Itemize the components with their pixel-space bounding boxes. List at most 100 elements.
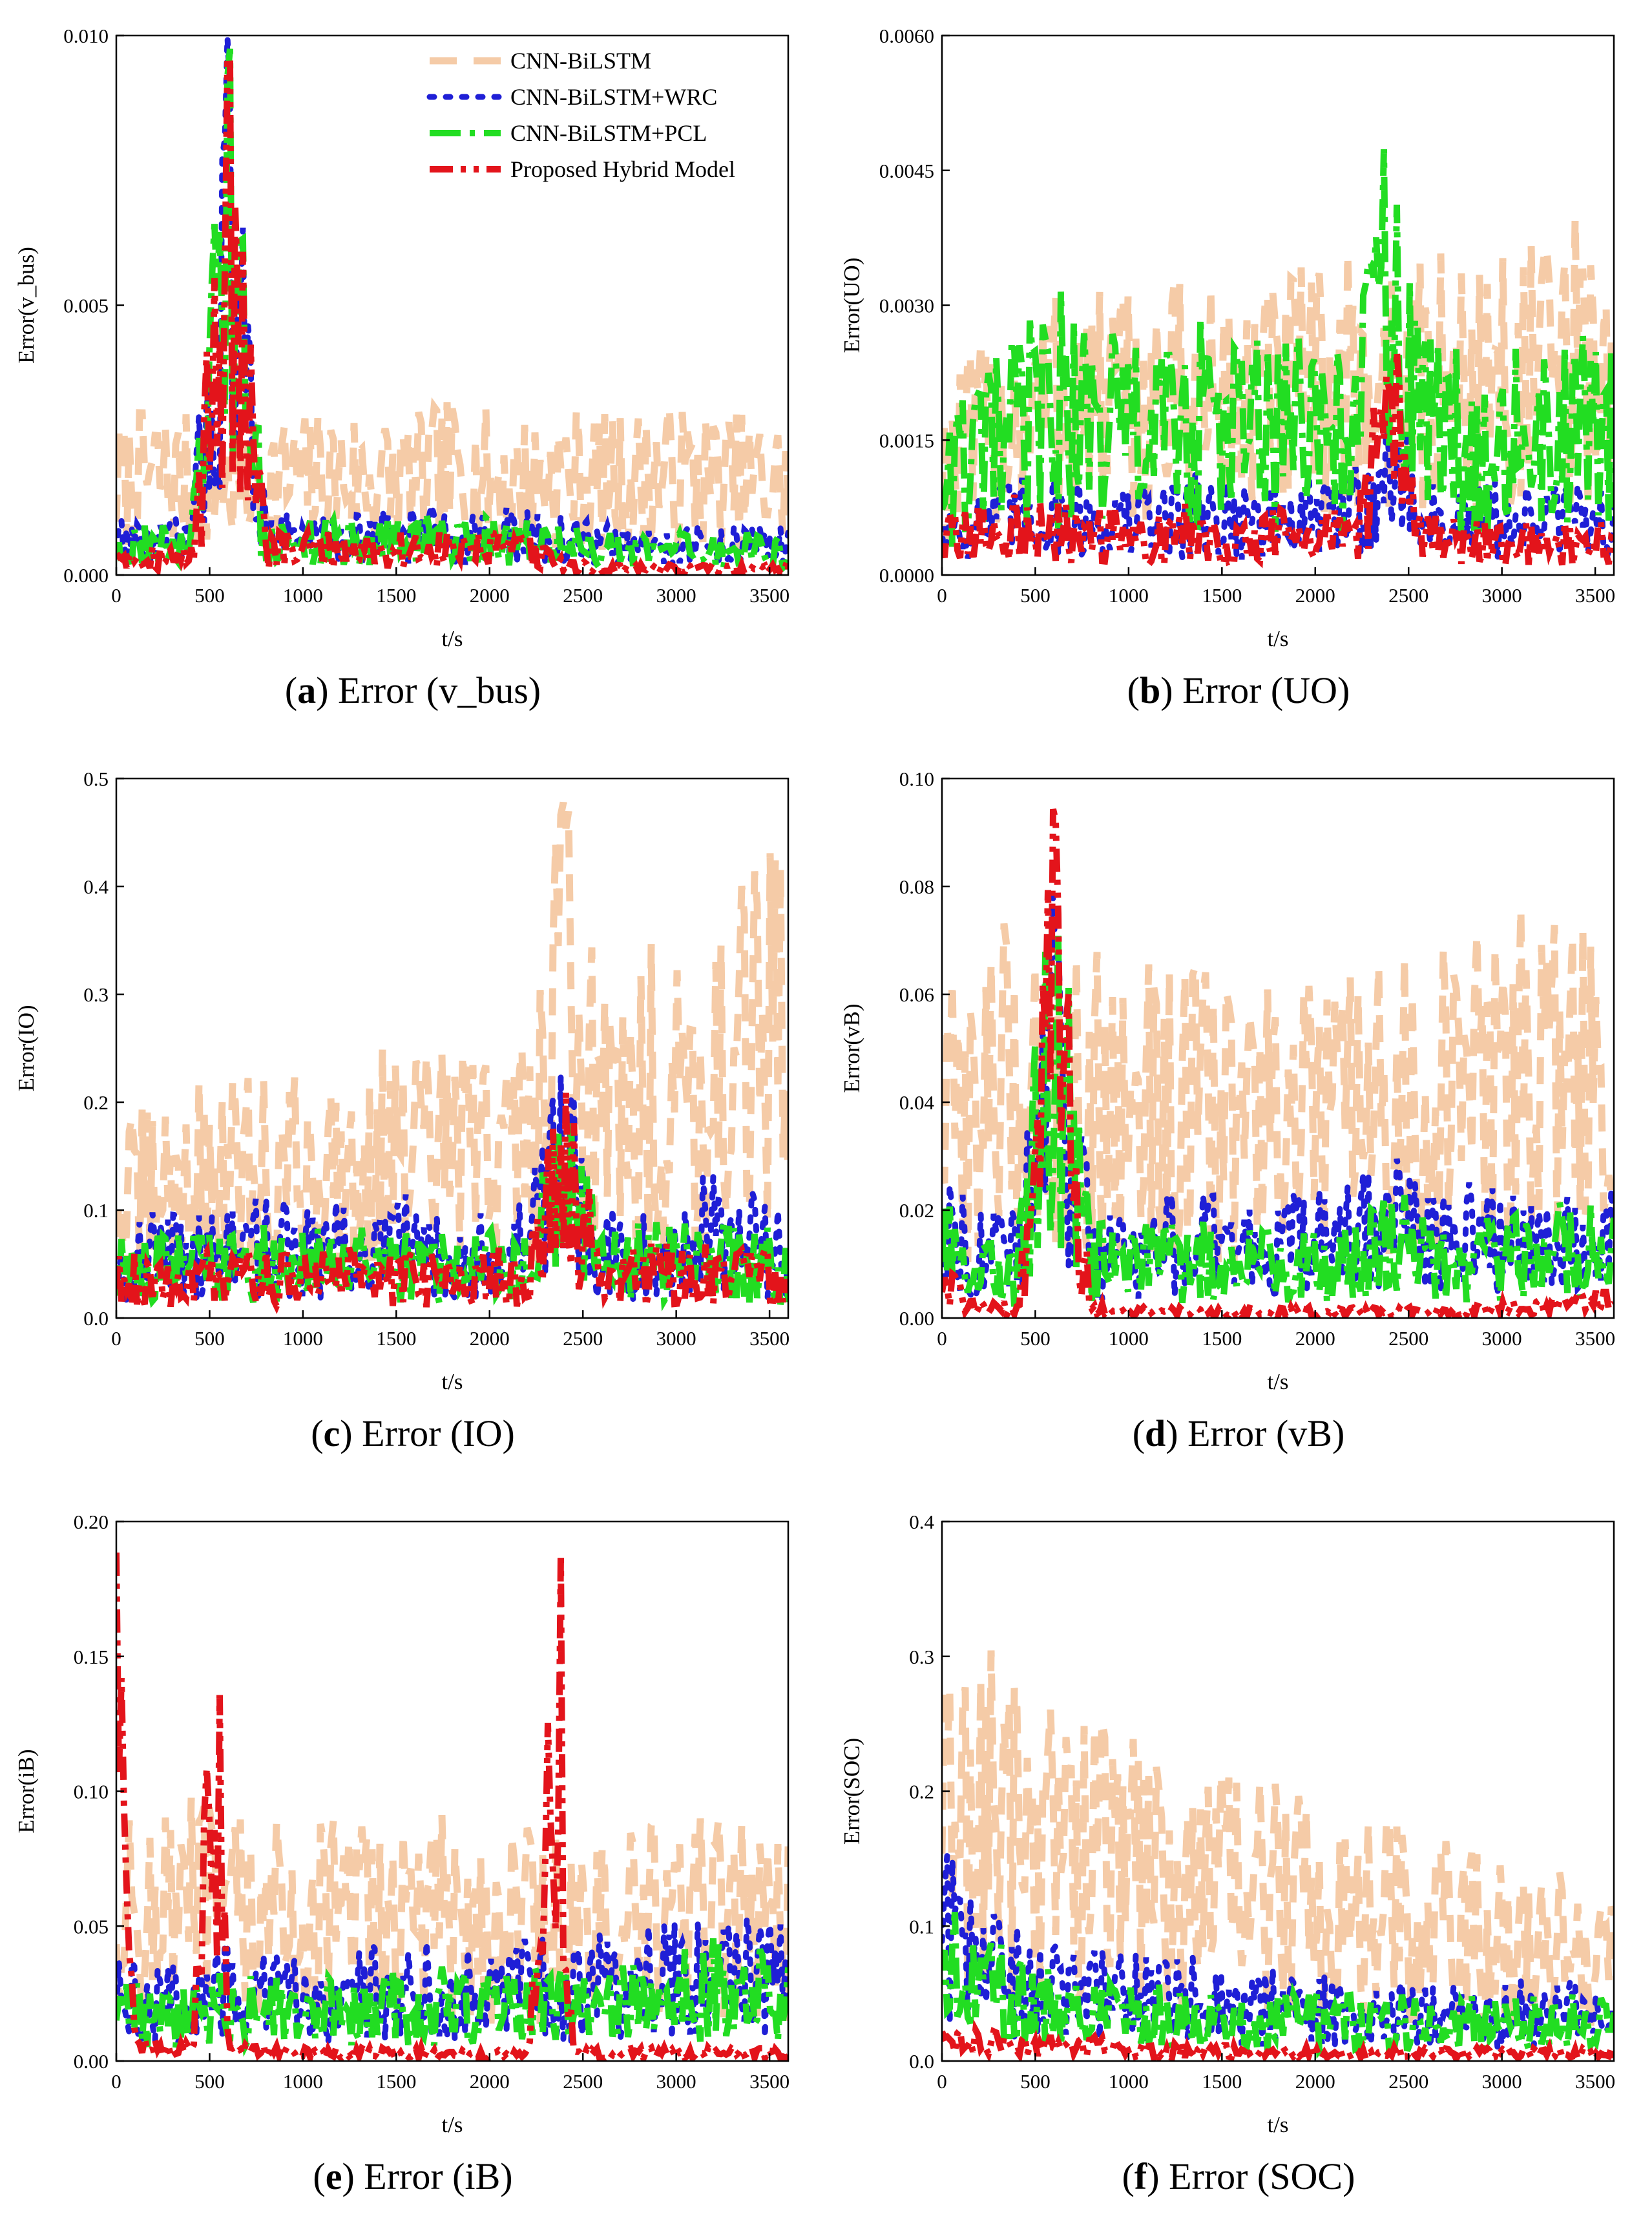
series-line-b-4 (942, 351, 1614, 574)
y-tick-label-d-1: 0.02 (899, 1199, 934, 1222)
x-tick-label-c-6: 3000 (656, 1327, 696, 1350)
y-tick-label-f-2: 0.2 (909, 1781, 934, 1803)
caption-text-f: Error (SOC) (1169, 2155, 1355, 2197)
y-tick-label-e-1: 0.05 (74, 1915, 109, 1938)
x-tick-label-a-6: 3000 (656, 584, 696, 607)
series-line-c-1 (116, 801, 788, 1280)
y-tick-label-d-3: 0.06 (899, 983, 934, 1006)
y-tick-label-c-1: 0.1 (83, 1199, 109, 1222)
series-line-b-3 (942, 149, 1614, 547)
x-tick-label-f-2: 1000 (1109, 2070, 1149, 2093)
legend-a: CNN-BiLSTM CNN-BiLSTM+WRC CNN-BiLSTM+PCL Pr… (423, 40, 785, 193)
chart-panel-c: 0 500 1000 1500 2000 2500 3000 3500 0.0 0.1 0.2 0.3… (0, 743, 826, 1486)
x-tick-label-c-1: 500 (194, 1327, 225, 1350)
y-axis-label-d: Error(vB) (839, 1003, 864, 1093)
y-tick-label-f-1: 0.1 (909, 1915, 934, 1938)
x-tick-label-d-4: 2000 (1295, 1327, 1335, 1350)
x-tick-label-d-5: 2500 (1388, 1327, 1428, 1350)
y-tick-label-a-2: 0.010 (63, 25, 109, 47)
x-tick-label-f-7: 3500 (1575, 2070, 1615, 2093)
x-tick-label-f-0: 0 (937, 2070, 947, 2093)
y-tick-label-e-2: 0.10 (74, 1781, 109, 1803)
chart-panel-d: 0 500 1000 1500 2000 2500 3000 3500 0.00 0.02 0.04… (826, 743, 1651, 1486)
y-tick-label-b-1: 0.0015 (879, 429, 934, 452)
y-tick-label-a-0: 0.000 (63, 564, 109, 587)
y-tick-label-b-4: 0.0060 (879, 25, 934, 47)
x-tick-label-a-2: 1000 (283, 584, 323, 607)
y-tick-label-c-2: 0.2 (83, 1091, 109, 1114)
x-axis-label-f: t/s (1267, 2112, 1288, 2137)
y-axis-label-f: Error(SOC) (839, 1738, 864, 1845)
caption-label-e: e (325, 2155, 342, 2197)
plot-area-e (116, 1552, 788, 2061)
x-tick-label-f-1: 500 (1020, 2070, 1051, 2093)
x-tick-label-e-0: 0 (111, 2070, 121, 2093)
x-tick-label-b-1: 500 (1020, 584, 1051, 607)
x-tick-label-e-4: 2000 (470, 2070, 510, 2093)
x-tick-label-d-3: 1500 (1202, 1327, 1242, 1350)
y-axis-label-a: Error(v_bus) (14, 247, 39, 364)
x-tick-label-b-2: 1000 (1109, 584, 1149, 607)
caption-label-b: b (1139, 669, 1161, 711)
x-tick-label-e-1: 500 (194, 2070, 225, 2093)
legend-entry-a-2: CNN-BiLSTM+PCL (510, 120, 707, 146)
caption-label-f: f (1134, 2155, 1147, 2197)
legend-box-a (423, 40, 785, 193)
y-tick-label-d-5: 0.10 (899, 768, 934, 790)
series-line-f-3 (942, 1912, 1614, 2059)
axes-frame-d (941, 777, 1615, 1319)
chart-panel-b: 0 500 1000 1500 2000 2500 3000 3500 0.0000 0.0015… (826, 0, 1651, 743)
x-tick-label-d-7: 3500 (1575, 1327, 1615, 1350)
y-tick-label-f-3: 0.3 (909, 1646, 934, 1668)
y-axis-label-c: Error(IO) (14, 1005, 39, 1091)
caption-text-b: Error (UO) (1182, 669, 1350, 711)
y-tick-label-e-3: 0.15 (74, 1646, 109, 1668)
caption-e: (e) Error (iB) (313, 2155, 513, 2197)
legend-entry-a-1: CNN-BiLSTM+WRC (510, 84, 717, 110)
x-tick-label-b-5: 2500 (1388, 584, 1428, 607)
y-tick-label-b-2: 0.0030 (879, 295, 934, 317)
x-tick-label-e-2: 1000 (283, 2070, 323, 2093)
series-line-c-3 (116, 1123, 788, 1312)
legend-entry-a-3: Proposed Hybrid Model (510, 156, 735, 182)
x-tick-label-a-5: 2500 (563, 584, 603, 607)
series-line-e-4 (116, 1552, 788, 2061)
x-tick-label-a-0: 0 (111, 584, 121, 607)
caption-a: (a) Error (v_bus) (284, 669, 541, 711)
x-tick-label-f-4: 2000 (1295, 2070, 1335, 2093)
y-tick-label-a-1: 0.005 (63, 295, 109, 317)
series-line-d-3 (942, 936, 1614, 1307)
series-line-b-1 (942, 218, 1614, 540)
x-tick-label-e-7: 3500 (749, 2070, 789, 2093)
y-tick-label-d-2: 0.04 (899, 1091, 935, 1114)
y-tick-label-f-4: 0.4 (909, 1511, 934, 1533)
chart-svg-c: 0 500 1000 1500 2000 2500 3000 3500 0.0 0.1 0.2 0.3… (14, 768, 789, 1394)
caption-c: (c) Error (IO) (311, 1412, 515, 1454)
x-axis-label-d: t/s (1267, 1369, 1288, 1394)
caption-f: (f) Error (SOC) (1122, 2155, 1355, 2197)
x-tick-label-a-3: 1500 (376, 584, 416, 607)
x-tick-label-d-0: 0 (937, 1327, 947, 1350)
x-tick-label-e-6: 3000 (656, 2070, 696, 2093)
chart-svg-d: 0 500 1000 1500 2000 2500 3000 3500 0.00 0.02 0.04… (839, 768, 1615, 1394)
y-axis-label-b: Error(UO) (839, 258, 864, 353)
series-line-d-4 (942, 808, 1614, 1318)
caption-label-a: a (297, 669, 317, 711)
x-tick-label-e-3: 1500 (376, 2070, 416, 2093)
x-axis-label-a: t/s (441, 626, 463, 651)
caption-text-d: Error (vB) (1187, 1412, 1345, 1454)
x-tick-label-b-6: 3000 (1482, 584, 1522, 607)
y-tick-label-c-5: 0.5 (83, 768, 109, 790)
x-tick-label-d-6: 3000 (1482, 1327, 1522, 1350)
y-tick-label-c-0: 0.0 (83, 1307, 109, 1330)
legend-entry-a-0: CNN-BiLSTM (510, 48, 651, 74)
x-tick-label-c-7: 3500 (749, 1327, 789, 1350)
x-tick-label-f-3: 1500 (1202, 2070, 1242, 2093)
x-axis-label-c: t/s (441, 1369, 463, 1394)
series-line-d-1 (942, 908, 1614, 1266)
y-tick-label-f-0: 0.0 (909, 2050, 934, 2073)
y-tick-label-d-4: 0.08 (899, 875, 934, 898)
chart-panel-a: 0 500 1000 1500 2000 2500 3000 3500 0.000 0.005 0.… (0, 0, 826, 743)
y-tick-label-d-0: 0.00 (899, 1307, 934, 1330)
caption-text-c: Error (IO) (362, 1412, 515, 1454)
